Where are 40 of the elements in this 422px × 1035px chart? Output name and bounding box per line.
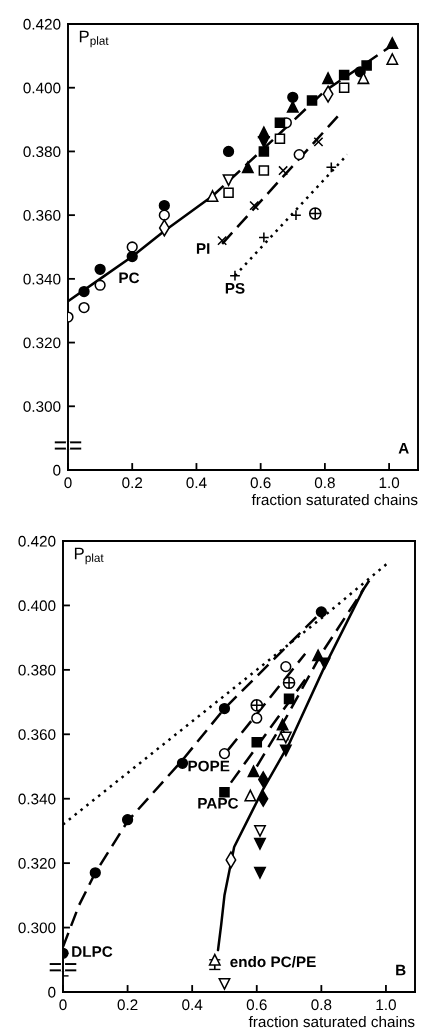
y-tick-label: 0.300	[23, 401, 61, 412]
annotation: B	[396, 964, 406, 976]
y-tick-label: 0.380	[23, 146, 61, 158]
x-tick-label: 0.4	[186, 477, 207, 489]
y-tick-label: 0.340	[23, 273, 61, 285]
series-label: POPE	[188, 760, 230, 772]
series-label: PS	[225, 282, 245, 294]
y-tick-label: 0.400	[18, 600, 56, 612]
y-tick-label: 0.320	[18, 858, 56, 869]
y-tick-label: 0.360	[18, 729, 56, 740]
y-tick-label: 0.420	[23, 18, 61, 30]
series-label: DLPC	[72, 946, 113, 957]
x-tick-label: 0.2	[122, 477, 143, 489]
y-tick-label: 0.300	[18, 922, 56, 934]
series-label: PC	[119, 272, 140, 284]
x-axis-title: fraction saturated chains	[248, 1015, 415, 1028]
x-tick-label: 1.0	[379, 477, 400, 489]
series-label: endo PC/PE	[230, 956, 316, 968]
series-label: PI	[196, 243, 210, 254]
x-tick-label: 0.2	[117, 999, 138, 1011]
x-tick-label: 0.4	[182, 999, 203, 1011]
x-tick-label: 0.6	[250, 477, 271, 489]
y-tick-label: 0.400	[23, 82, 61, 94]
x-tick-label: 0.8	[314, 477, 335, 489]
x-tick-label: 0.6	[246, 999, 267, 1011]
y-tick-label: 0.320	[23, 337, 61, 349]
y-tick-label: 0.360	[23, 210, 61, 221]
annotation: A	[398, 442, 409, 454]
y-tick-label: 0.340	[18, 793, 56, 805]
x-tick-label: 1.0	[376, 999, 396, 1011]
y-tick-label: 0	[53, 464, 61, 476]
y-tick-label: 0	[48, 986, 56, 998]
series-label: PAPC	[198, 797, 239, 809]
x-tick-label: 0.8	[311, 999, 332, 1011]
y-tick-label: 0.380	[18, 664, 56, 676]
y-tick-label: 0.420	[18, 535, 56, 547]
x-tick-label: 0	[64, 477, 72, 489]
y-axis-title: P$_{plat}$	[79, 30, 109, 48]
x-axis-title: fraction saturated chains	[251, 493, 418, 506]
y-axis-title: P$_{plat}$	[74, 547, 104, 565]
